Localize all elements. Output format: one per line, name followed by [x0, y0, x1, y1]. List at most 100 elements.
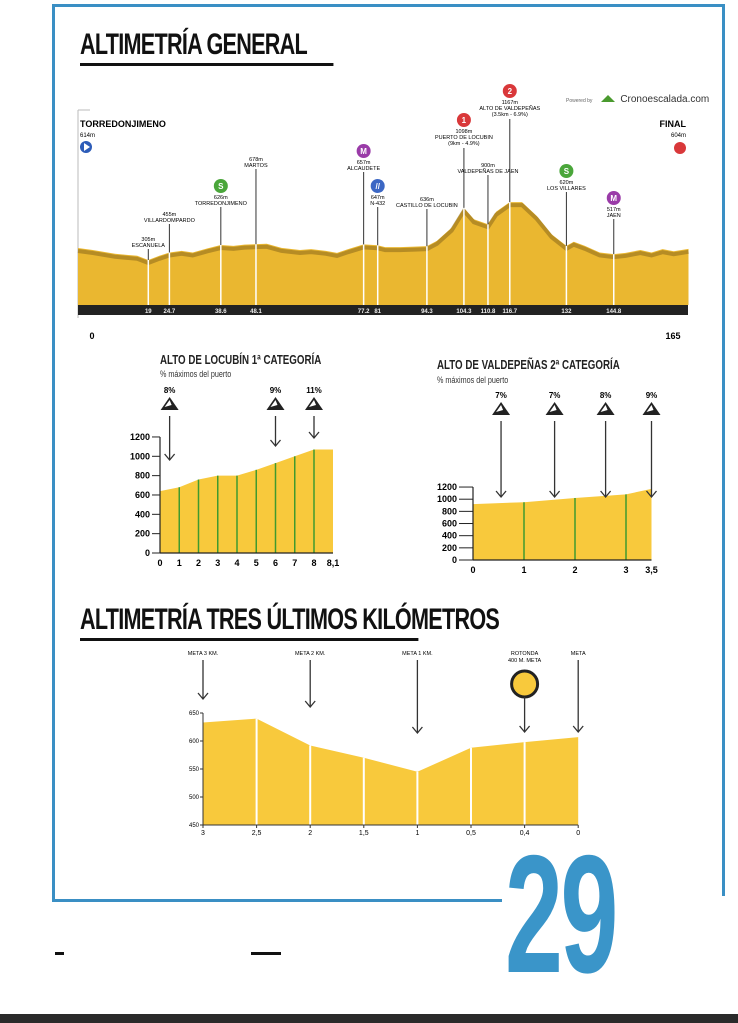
marker-elev: 626m — [214, 195, 228, 201]
locubin-x-tick-label: 6 — [273, 558, 278, 568]
valdepenas-x-tick-label: 3 — [623, 565, 628, 575]
locubin-gradient-label: 11% — [306, 386, 322, 395]
km-label: 144.8 — [606, 309, 622, 315]
marker-elev: 900m — [481, 163, 495, 169]
locubin-gradient-arrow-head — [270, 439, 281, 448]
marker-badge-icon — [213, 179, 228, 193]
marker-badge-label: S — [564, 167, 570, 176]
marker-name: JAEN — [607, 213, 621, 219]
brand-name: Cronoescalada.com — [620, 94, 710, 105]
locubin-gradient-label: 8% — [164, 386, 176, 395]
valdepenas-x-tick-label: 2 — [572, 565, 577, 575]
dash-left — [55, 952, 64, 955]
last-km-x-tick-label: 2,5 — [252, 830, 262, 837]
last-km-annotation: META — [571, 651, 586, 657]
marker-elev: 455m — [163, 212, 177, 218]
marker-name: TORREDONJIMENO — [195, 201, 248, 207]
valdepenas-y-tick-label: 400 — [442, 531, 457, 541]
locubin-y-tick-label: 200 — [135, 529, 150, 539]
title-last-km: ALTIMETRÍA TRES ÚLTIMOS KILÓMETROS — [80, 603, 500, 641]
last-km-y-tick-label: 650 — [189, 711, 200, 717]
marker-badge-label: M — [610, 194, 617, 203]
valdepenas-subtitle: % máximos del puerto — [437, 375, 509, 385]
valdepenas-mountain-snow — [549, 405, 557, 412]
marker-badge-icon — [606, 191, 621, 205]
locubin-x-tick-label: 1 — [177, 558, 182, 568]
locubin-x-tick-label: 5 — [254, 558, 259, 568]
dash-mid — [251, 952, 281, 955]
roundabout-icon — [510, 669, 540, 699]
marker-elev: 647m — [371, 195, 385, 201]
valdepenas-x-tick-label: 1 — [521, 565, 526, 575]
valdepenas-gradient-label: 7% — [495, 391, 507, 400]
last-km-x-tick-label: 0 — [576, 830, 580, 837]
valdepenas-gradient-arrow-head — [600, 490, 612, 499]
marker-name: MARTOS — [244, 163, 268, 169]
locubin-mountain-snow — [164, 400, 172, 407]
locubin-x-tick-label: 2 — [196, 558, 201, 568]
x-label-start: 0 — [89, 331, 94, 341]
valdepenas-y-tick-label: 1000 — [437, 494, 457, 504]
page-number: 29 — [505, 820, 618, 1008]
marker-badge-label: M — [360, 147, 367, 156]
marker-badge-icon — [502, 84, 517, 98]
marker-elev: 517m — [607, 207, 621, 213]
marker-elev: 678m — [249, 157, 263, 163]
valdepenas-gradient-label: 7% — [549, 391, 561, 400]
marker-badge-icon — [559, 164, 574, 178]
valdepenas-mountain-snow — [646, 405, 654, 412]
locubin-y-tick-label: 400 — [135, 509, 150, 519]
locubin-x-tick-label: 0 — [157, 558, 162, 568]
marker-badge-icon — [356, 144, 371, 158]
frame-top — [52, 4, 725, 7]
km-label: 38.6 — [215, 309, 227, 315]
locubin-y-tick-label: 600 — [135, 490, 150, 500]
marker-elev: 636m — [420, 197, 434, 203]
profile-area — [78, 202, 689, 305]
start-elev: 614m — [80, 133, 95, 139]
last-km-y-tick-label: 550 — [189, 767, 200, 773]
profile-ridge-shadow — [77, 203, 689, 266]
locubin-x-tick-label: 4 — [234, 558, 239, 568]
marker-note: (9km - 4.9%) — [448, 141, 480, 147]
last-km-arrow-head — [411, 726, 423, 735]
powered-by: Powered by Cronoescalada.com — [566, 89, 709, 107]
valdepenas-gradient-arrow-head — [495, 490, 507, 499]
marker-elev: 1167m — [502, 100, 519, 106]
valdepenas-y-tick-label: 800 — [442, 506, 457, 516]
frame-right — [722, 4, 725, 896]
last-km-y-tick-label: 600 — [189, 739, 200, 745]
last-km-area — [203, 718, 579, 825]
start-name: TORREDONJIMENO — [80, 119, 166, 129]
km-label: 77.2 — [358, 309, 370, 315]
locubin-x-tick-label: 8,1 — [327, 558, 340, 568]
km-label: 132 — [561, 309, 572, 315]
locubin-area — [160, 449, 333, 553]
km-label: 81 — [374, 309, 381, 315]
last-km-chart: 450 500 550 600 650 3 2,5 2 1,5 1 0,5 0,4 0 META 3 KM… — [188, 651, 586, 837]
locubin-gradient-label: 9% — [270, 386, 282, 395]
km-label: 19 — [145, 309, 152, 315]
locubin-y-tick-label: 1200 — [130, 432, 150, 442]
marker-badge-label: 2 — [508, 87, 513, 96]
km-label: 48.1 — [250, 309, 262, 315]
finish-checkered-icon — [674, 142, 686, 154]
last-km-x-tick-label: 3 — [201, 830, 205, 837]
valdepenas-y-tick-label: 600 — [442, 519, 457, 529]
valdepenas-y-tick-label: 200 — [442, 543, 457, 553]
locubin-mountain-snow — [309, 400, 316, 407]
last-km-x-tick-label: 1 — [415, 830, 419, 837]
valdepenas-y-tick-label: 0 — [452, 555, 457, 565]
marker-name: LOS VILLARES — [547, 186, 586, 192]
locubin-y-tick-label: 1000 — [130, 451, 150, 461]
finish-elev: 604m — [671, 133, 686, 139]
x-label-end: 165 — [665, 331, 680, 341]
valdepenas-mountain-snow — [600, 405, 608, 412]
locubin-gradient-arrow-head — [164, 453, 176, 462]
marker-name: PUERTO DE LOCUBIN — [435, 135, 493, 141]
last-km-y-tick-label: 450 — [189, 823, 200, 829]
valdepenas-gradient-arrow-head — [646, 490, 657, 499]
powered-by-label: Powered by — [566, 98, 593, 104]
marker-note: (3.5km - 6.9%) — [492, 112, 528, 118]
last-km-y-tick-label: 500 — [189, 795, 200, 801]
